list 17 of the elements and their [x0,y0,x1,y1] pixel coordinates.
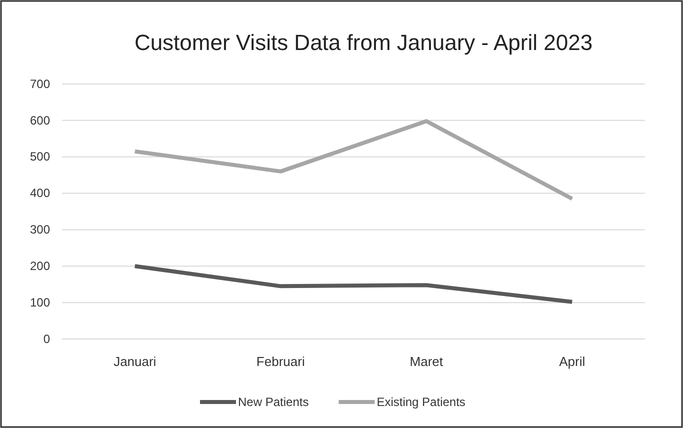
x-tick-label: Januari [114,354,156,370]
x-tick-label: Februari [256,354,305,370]
x-tick-label: April [559,354,586,370]
chart-title: Customer Visits Data from January - April 2023 [134,30,593,55]
y-tick-label: 0 [43,332,50,346]
y-tick-label: 300 [30,222,50,237]
y-tick-label: 700 [30,76,50,91]
x-tick-label: Maret [410,354,444,370]
y-tick-label: 100 [30,295,50,310]
line-series [132,264,574,304]
y-tick-label: 600 [30,113,50,128]
y-tick-label: 500 [30,150,50,164]
legend-label: New Patients [238,395,309,409]
legend-label: Existing Patients [376,395,466,409]
line-series [132,119,574,201]
y-tick-label: 200 [30,258,50,273]
y-tick-label: 400 [30,186,50,200]
